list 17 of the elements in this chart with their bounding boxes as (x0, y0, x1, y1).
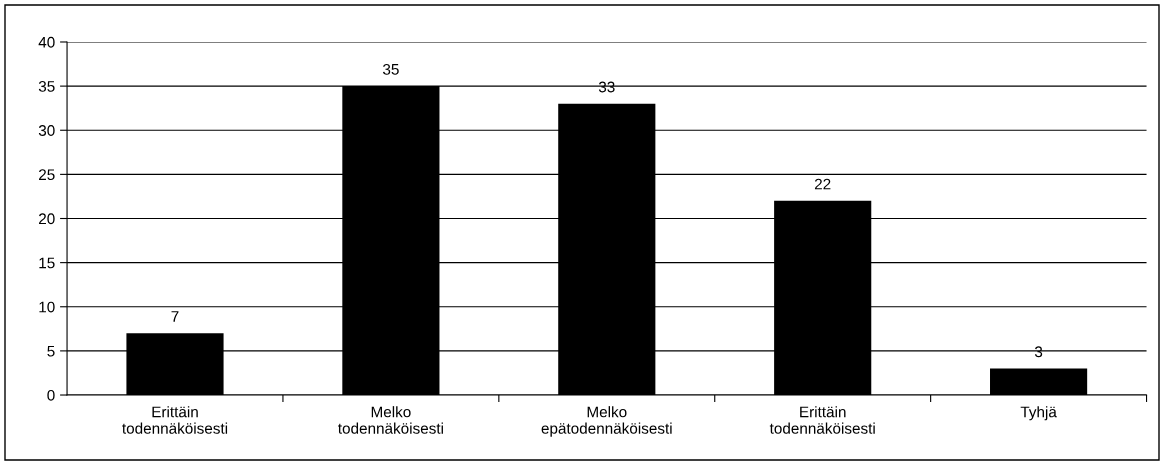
x-tick-label: Melko epätodennäköisesti (541, 406, 672, 437)
data-label: 35 (382, 63, 399, 75)
y-tick-label: 40 (38, 36, 55, 48)
y-tick-label: 30 (38, 125, 55, 136)
y-tick-label: 15 (39, 257, 55, 269)
y-tick-label: 10 (39, 301, 55, 313)
data-label: 7 (171, 311, 179, 322)
y-tick-label: 35 (38, 80, 55, 92)
y-tick-label: 0 (47, 389, 55, 401)
y-tick-label: 25 (39, 169, 55, 181)
y-tick-label: 5 (47, 345, 55, 357)
x-tick-label: Erittäin todennäköisesti (769, 406, 875, 434)
data-label: 22 (814, 178, 831, 190)
x-tick-label: Tyhjä (1020, 406, 1057, 421)
x-tick-label: Erittäin todennäköisesti (122, 406, 228, 434)
x-tick-label: Melko todennäköisesti (338, 406, 443, 434)
y-tick-label: 20 (39, 213, 55, 225)
